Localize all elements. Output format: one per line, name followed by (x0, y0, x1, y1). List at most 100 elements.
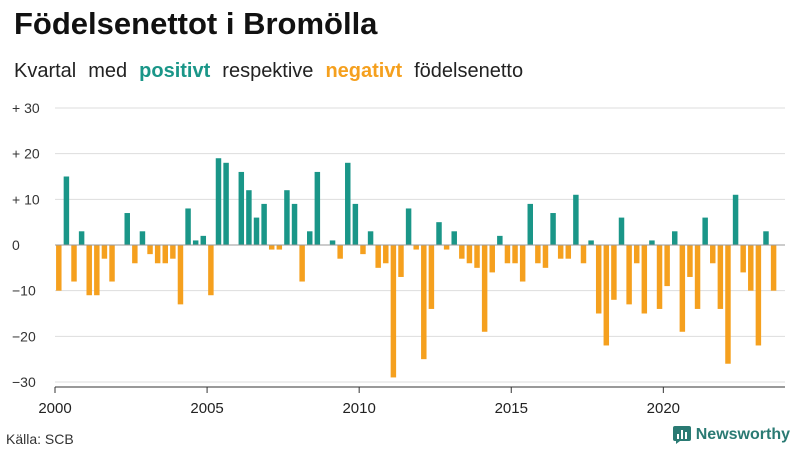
bar-negative (132, 245, 138, 264)
bar-negative (413, 245, 419, 250)
bar-negative (390, 245, 397, 378)
bar-negative (611, 245, 617, 300)
bar-negative (770, 245, 777, 291)
subtitle-word-kvartal: Kvartal (14, 60, 77, 82)
bar-positive (573, 194, 579, 245)
bar-positive (291, 203, 298, 245)
bar-negative (489, 245, 495, 273)
bar-negative (694, 245, 701, 309)
bar-negative (398, 245, 404, 277)
bar-negative (101, 245, 108, 259)
bar-positive (763, 231, 769, 245)
bar-negative (360, 245, 366, 255)
newsworthy-logo-text: Newsworthy (695, 426, 790, 443)
bar-negative (717, 245, 724, 309)
bar-negative (375, 245, 381, 268)
bar-negative (474, 245, 480, 268)
bar-negative (626, 245, 632, 305)
newsworthy-logo: Newsworthy (672, 426, 790, 444)
x-tick-label: 2005 (190, 400, 223, 417)
bar-positive (497, 235, 503, 245)
bar-negative (519, 245, 526, 282)
bar-negative (208, 245, 214, 296)
bar-positive (588, 240, 594, 245)
bar-positive (345, 162, 351, 245)
bar-negative (664, 245, 670, 287)
bar-negative (177, 245, 184, 305)
bar-positive (672, 231, 678, 245)
bar-negative (481, 245, 488, 332)
bar-negative (679, 245, 686, 332)
bar-positive (329, 240, 336, 245)
bar-positive (649, 240, 655, 245)
bar-negative (459, 245, 465, 259)
bar-positive (124, 213, 130, 245)
y-tick-label: −20 (12, 328, 36, 344)
bar-negative (383, 245, 389, 264)
bar-negative (56, 245, 62, 291)
bar-negative (641, 245, 648, 314)
y-tick-label: + 20 (12, 146, 40, 162)
y-tick-label: 0 (12, 237, 20, 253)
chart-subtitle: Kvartal med positivt respektive negativt föde… (14, 60, 535, 83)
x-tick-label: 2010 (342, 400, 375, 417)
y-tick-label: + 30 (12, 100, 40, 116)
subtitle-word-respektive: respektive (222, 60, 314, 82)
newsworthy-logo-icon (672, 426, 691, 444)
bar-positive (78, 231, 85, 245)
bar-negative (147, 245, 153, 255)
bar-positive (352, 203, 359, 245)
bar-positive (63, 176, 70, 245)
bar-positive (550, 213, 556, 245)
subtitle-positive-label: positivt (139, 60, 211, 82)
bar-negative (268, 245, 275, 250)
bar-negative (565, 245, 572, 259)
bar-positive (451, 231, 457, 245)
bar-negative (656, 245, 663, 309)
bar-positive (732, 194, 739, 245)
bar-negative (276, 245, 283, 250)
bar-positive (185, 208, 191, 245)
subtitle-word-fodelsenetto: födelsenetto (414, 60, 524, 82)
bar-negative (748, 245, 754, 291)
bar-positive (367, 231, 374, 245)
bar-positive (253, 217, 260, 245)
bar-positive (702, 217, 708, 245)
bar-negative (337, 245, 343, 259)
subtitle-negative-label: negativt (325, 60, 403, 82)
bar-negative (542, 245, 549, 268)
bar-positive (436, 222, 442, 245)
bar-negative (557, 245, 564, 259)
x-tick-label: 2020 (647, 400, 680, 417)
bar-negative (725, 245, 731, 364)
y-tick-label: + 10 (12, 191, 40, 207)
bar-negative (443, 245, 450, 250)
bar-positive (261, 203, 267, 245)
bar-negative (755, 245, 762, 346)
x-tick-label: 2000 (38, 400, 71, 417)
bar-positive (223, 162, 229, 245)
source-label: Källa: SCB (6, 431, 74, 447)
bar-negative (154, 245, 161, 264)
bar-negative (512, 245, 518, 264)
bar-positive (192, 240, 199, 245)
bar-negative (710, 245, 716, 264)
bar-positive (200, 235, 207, 245)
bar-positive (215, 158, 222, 245)
bar-negative (580, 245, 587, 264)
y-tick-label: −10 (12, 283, 36, 299)
subtitle-word-med: med (88, 60, 128, 82)
bar-positive (307, 231, 313, 245)
y-tick-label: −30 (12, 374, 36, 390)
bar-positive (618, 217, 625, 245)
bar-negative (170, 245, 176, 259)
bar-negative (603, 245, 610, 346)
bar-positive (238, 171, 245, 245)
bar-negative (421, 245, 427, 360)
bar-negative (687, 245, 693, 277)
bar-positive (284, 190, 290, 245)
bar-negative (535, 245, 541, 264)
bar-negative (428, 245, 435, 309)
bar-negative (299, 245, 305, 282)
